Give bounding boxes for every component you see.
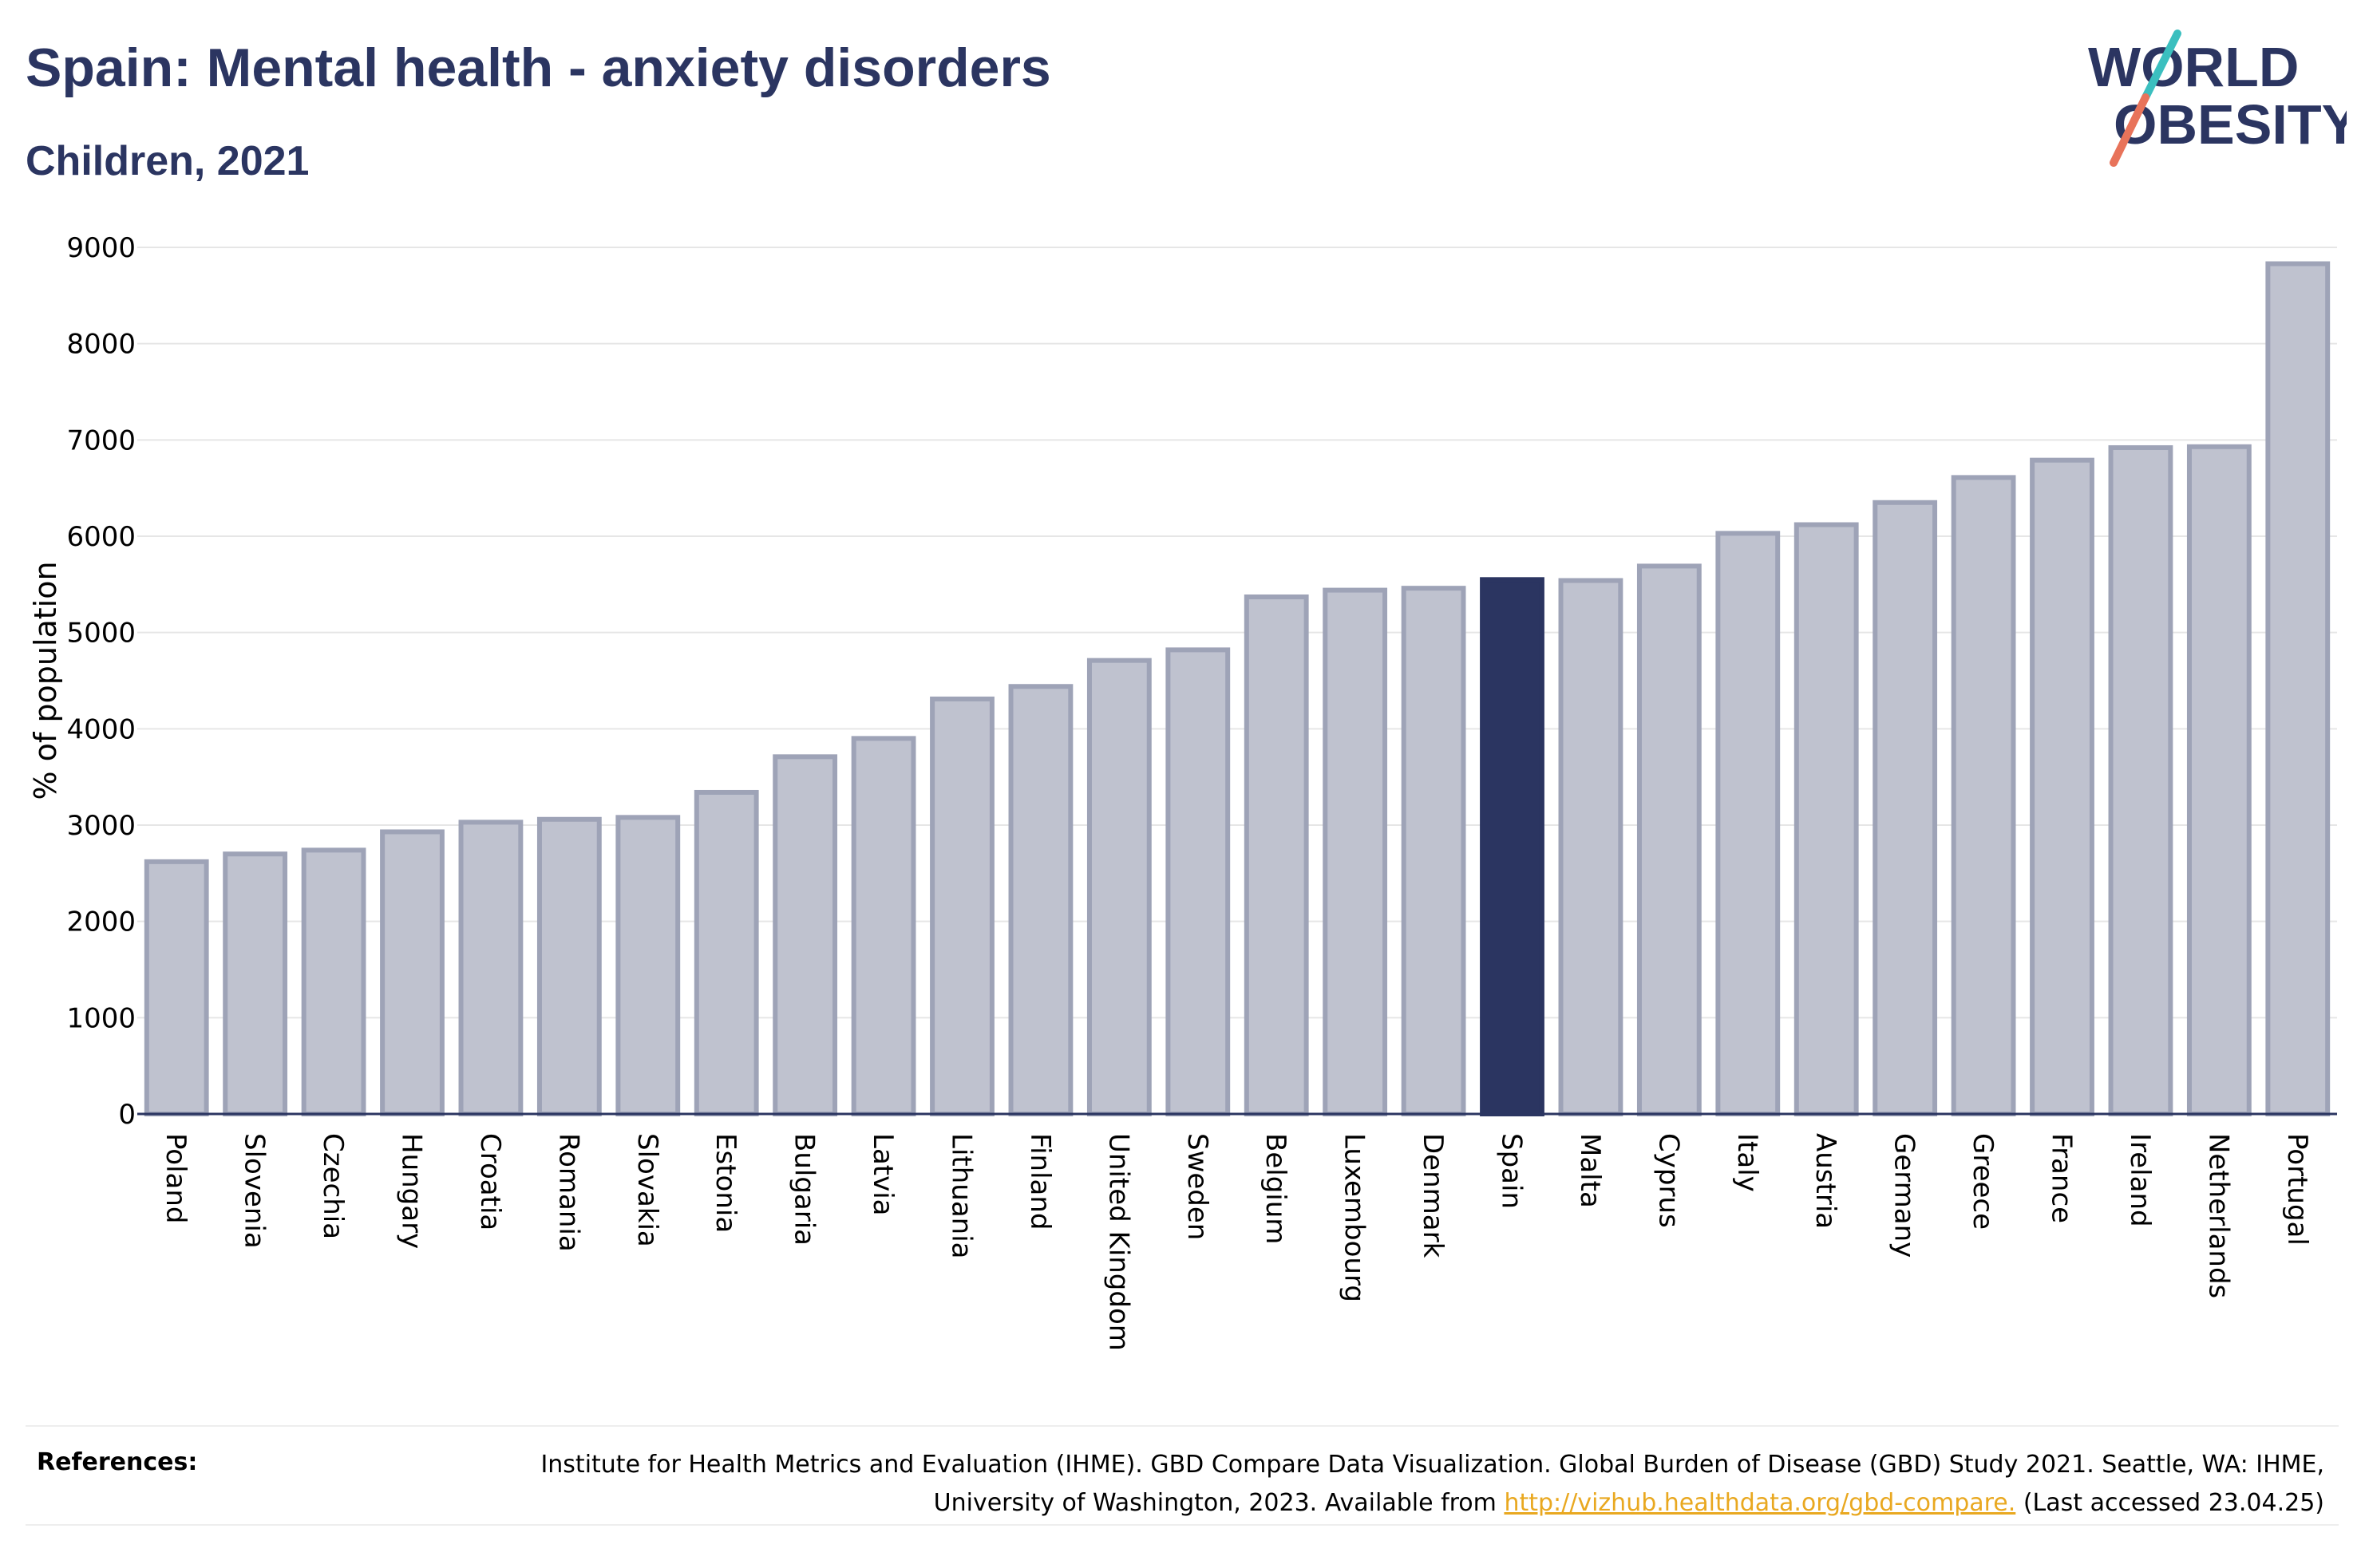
x-tick-label: Ireland	[2124, 1133, 2156, 1227]
x-axis-labels: Poland Slovenia Czechia Hungary Croatia Roman…	[160, 1133, 2313, 1351]
y-tick-label: 6000	[66, 521, 136, 553]
bar-poland[interactable]	[144, 859, 209, 1117]
x-tick-label: Denmark	[1417, 1133, 1449, 1258]
x-tick-label: Belgium	[1260, 1133, 1291, 1244]
bars	[144, 261, 2331, 1117]
x-tick-label: Slovenia	[239, 1133, 271, 1249]
x-tick-label: Spain	[1496, 1133, 1528, 1209]
bar-italy[interactable]	[1715, 531, 1781, 1116]
x-tick-label: Finland	[1024, 1133, 1056, 1230]
bar-slovenia[interactable]	[223, 851, 288, 1116]
bar-finland[interactable]	[1008, 684, 1074, 1116]
x-tick-label: Latvia	[867, 1133, 899, 1216]
logo-text-obesity: OBESITY	[2114, 93, 2347, 156]
x-tick-label: Italy	[1731, 1133, 1763, 1192]
world-obesity-logo: WORLD OBESITY	[2088, 30, 2347, 167]
chart-subtitle: Children, 2021	[26, 138, 310, 184]
x-tick-label: Germany	[1888, 1133, 1920, 1258]
y-tick-label: 7000	[66, 425, 136, 456]
bar-romania[interactable]	[536, 816, 602, 1116]
y-tick-label: 0	[118, 1099, 136, 1131]
bar-spain[interactable]	[1480, 577, 1544, 1116]
x-tick-label: Luxembourg	[1339, 1133, 1370, 1302]
bar-austria[interactable]	[1793, 522, 1859, 1116]
x-tick-label: France	[2046, 1133, 2078, 1223]
x-tick-label: Slovakia	[631, 1133, 663, 1247]
bar-denmark[interactable]	[1401, 586, 1466, 1116]
bar-france[interactable]	[2030, 457, 2094, 1116]
x-tick-label: Austria	[1809, 1133, 1841, 1229]
y-tick-label: 4000	[66, 713, 136, 745]
chart-title: Spain: Mental health - anxiety disorders	[26, 38, 1051, 98]
x-tick-label: Cyprus	[1652, 1133, 1684, 1228]
references-text-after: (Last accessed 23.04.25)	[2015, 1489, 2324, 1517]
bar-lithuania[interactable]	[930, 696, 995, 1116]
y-tick-label: 9000	[66, 232, 136, 264]
references-text-before: Institute for Health Metrics and Evaluat…	[540, 1451, 2324, 1517]
x-tick-label: Malta	[1574, 1133, 1606, 1208]
bar-latvia[interactable]	[851, 736, 916, 1117]
references-divider-bottom	[26, 1524, 2339, 1526]
bar-luxembourg[interactable]	[1323, 587, 1388, 1116]
x-tick-label: Czechia	[317, 1133, 349, 1239]
logo-slash-teal	[2142, 30, 2181, 101]
x-tick-label: Estonia	[710, 1133, 742, 1233]
bar-portugal[interactable]	[2265, 261, 2331, 1117]
bar-netherlands[interactable]	[2186, 444, 2252, 1116]
bar-hungary[interactable]	[380, 829, 445, 1116]
x-tick-label: Lithuania	[946, 1133, 978, 1258]
x-tick-label: Netherlands	[2202, 1133, 2234, 1298]
bar-cyprus[interactable]	[1636, 563, 1702, 1116]
bar-estonia[interactable]	[694, 789, 759, 1116]
x-tick-label: Croatia	[474, 1133, 506, 1230]
y-tick-label: 5000	[66, 618, 136, 650]
references-divider-top	[26, 1425, 2339, 1427]
x-tick-label: Hungary	[396, 1133, 428, 1249]
bar-croatia[interactable]	[458, 820, 524, 1116]
x-tick-label: United Kingdom	[1102, 1133, 1134, 1351]
bar-slovakia[interactable]	[615, 815, 681, 1116]
bar-bulgaria[interactable]	[773, 754, 838, 1116]
references-text: Institute for Health Metrics and Evaluat…	[488, 1446, 2324, 1523]
x-tick-label: Portugal	[2281, 1133, 2313, 1246]
y-tick-label: 1000	[66, 1002, 136, 1034]
references-link[interactable]: http://vizhub.healthdata.org/gbd-compare…	[1504, 1489, 2016, 1517]
references-label: References:	[37, 1448, 198, 1476]
bar-belgium[interactable]	[1244, 594, 1309, 1116]
bar-sweden[interactable]	[1165, 647, 1231, 1116]
logo-text-world: WORLD	[2088, 36, 2299, 98]
bar-czechia[interactable]	[301, 847, 366, 1116]
y-tick-label: 2000	[66, 906, 136, 938]
bar-germany[interactable]	[1873, 500, 1938, 1116]
y-tick-label: 3000	[66, 810, 136, 842]
y-axis-ticks: 0 1000 2000 3000 4000 5000 6000 7000 8000 9000	[66, 232, 136, 1131]
y-tick-label: 8000	[66, 329, 136, 361]
x-tick-label: Poland	[160, 1133, 192, 1224]
bar-united-kingdom[interactable]	[1086, 658, 1152, 1116]
y-axis-title: % of population	[28, 561, 63, 800]
logo-slash-coral	[2110, 93, 2149, 167]
bar-malta[interactable]	[1558, 578, 1623, 1116]
x-tick-label: Bulgaria	[789, 1133, 821, 1246]
x-tick-label: Sweden	[1181, 1133, 1213, 1240]
x-tick-label: Greece	[1967, 1133, 1999, 1230]
bar-greece[interactable]	[1951, 475, 2016, 1116]
x-tick-label: Romania	[552, 1133, 584, 1252]
bar-ireland[interactable]	[2108, 444, 2173, 1116]
bar-chart: 0 1000 2000 3000 4000 5000 6000 7000 8000 9000 Po…	[28, 232, 2337, 1351]
